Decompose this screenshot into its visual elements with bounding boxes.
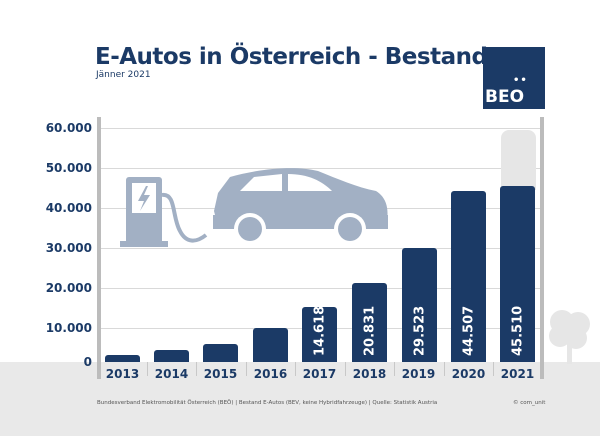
x-label: 2019: [401, 367, 436, 381]
x-tick: [246, 362, 247, 376]
copyright: © com_unit: [513, 400, 546, 406]
x-tick: [345, 362, 346, 376]
bar-2015: [203, 344, 238, 362]
logo-text: BEO: [485, 87, 525, 107]
gridline: [101, 168, 540, 169]
x-tick: [493, 362, 494, 376]
y-tick: 50.000: [45, 161, 92, 175]
bar-2021: 45.510: [500, 186, 535, 362]
chart-subtitle: Jänner 2021: [96, 70, 151, 80]
y-tick: 0: [83, 355, 92, 369]
x-label: 2021: [500, 367, 535, 381]
chart-title: E-Autos in Österreich - Bestand: [95, 44, 488, 70]
source-footer: Bundesverband Elektromobilität Österreic…: [97, 400, 438, 406]
x-label: 2015: [203, 367, 238, 381]
x-tick: [147, 362, 148, 376]
y-tick: 60.000: [45, 121, 92, 135]
bar-2016: [253, 328, 288, 362]
x-tick: [444, 362, 445, 376]
x-label: 2013: [105, 367, 140, 381]
ev-illustration: [118, 165, 393, 254]
y-tick: 10.000: [45, 321, 92, 335]
x-label: 2017: [302, 367, 337, 381]
y-tick: 40.000: [45, 201, 92, 215]
charging-car-icon: [120, 168, 388, 247]
x-tick: [394, 362, 395, 376]
bar-2020: 44.507: [451, 191, 486, 362]
x-tick: [196, 362, 197, 376]
y-tick: 20.000: [45, 281, 92, 295]
right-axis-line: [540, 117, 544, 379]
gridline: [101, 288, 540, 289]
x-label: 2018: [352, 367, 387, 381]
y-axis-line: [97, 117, 101, 379]
x-label: 2020: [451, 367, 486, 381]
gridline: [101, 128, 540, 129]
tree-icon: [546, 306, 596, 370]
gridline: [101, 248, 540, 249]
logo-dots: ••: [513, 75, 528, 86]
bar-2021-ghost: [501, 130, 536, 190]
bar-2019: 29.523: [402, 248, 437, 362]
x-label: 2016: [253, 367, 288, 381]
bar-2017: 14.618: [302, 306, 337, 362]
bar-2013: [105, 355, 140, 362]
x-label: 2014: [154, 367, 189, 381]
bar-2014: [154, 350, 189, 362]
bar-2018: 20.831: [352, 283, 387, 362]
x-tick: [295, 362, 296, 376]
y-tick: 30.000: [45, 241, 92, 255]
beo-logo: •• BEO: [483, 47, 545, 109]
